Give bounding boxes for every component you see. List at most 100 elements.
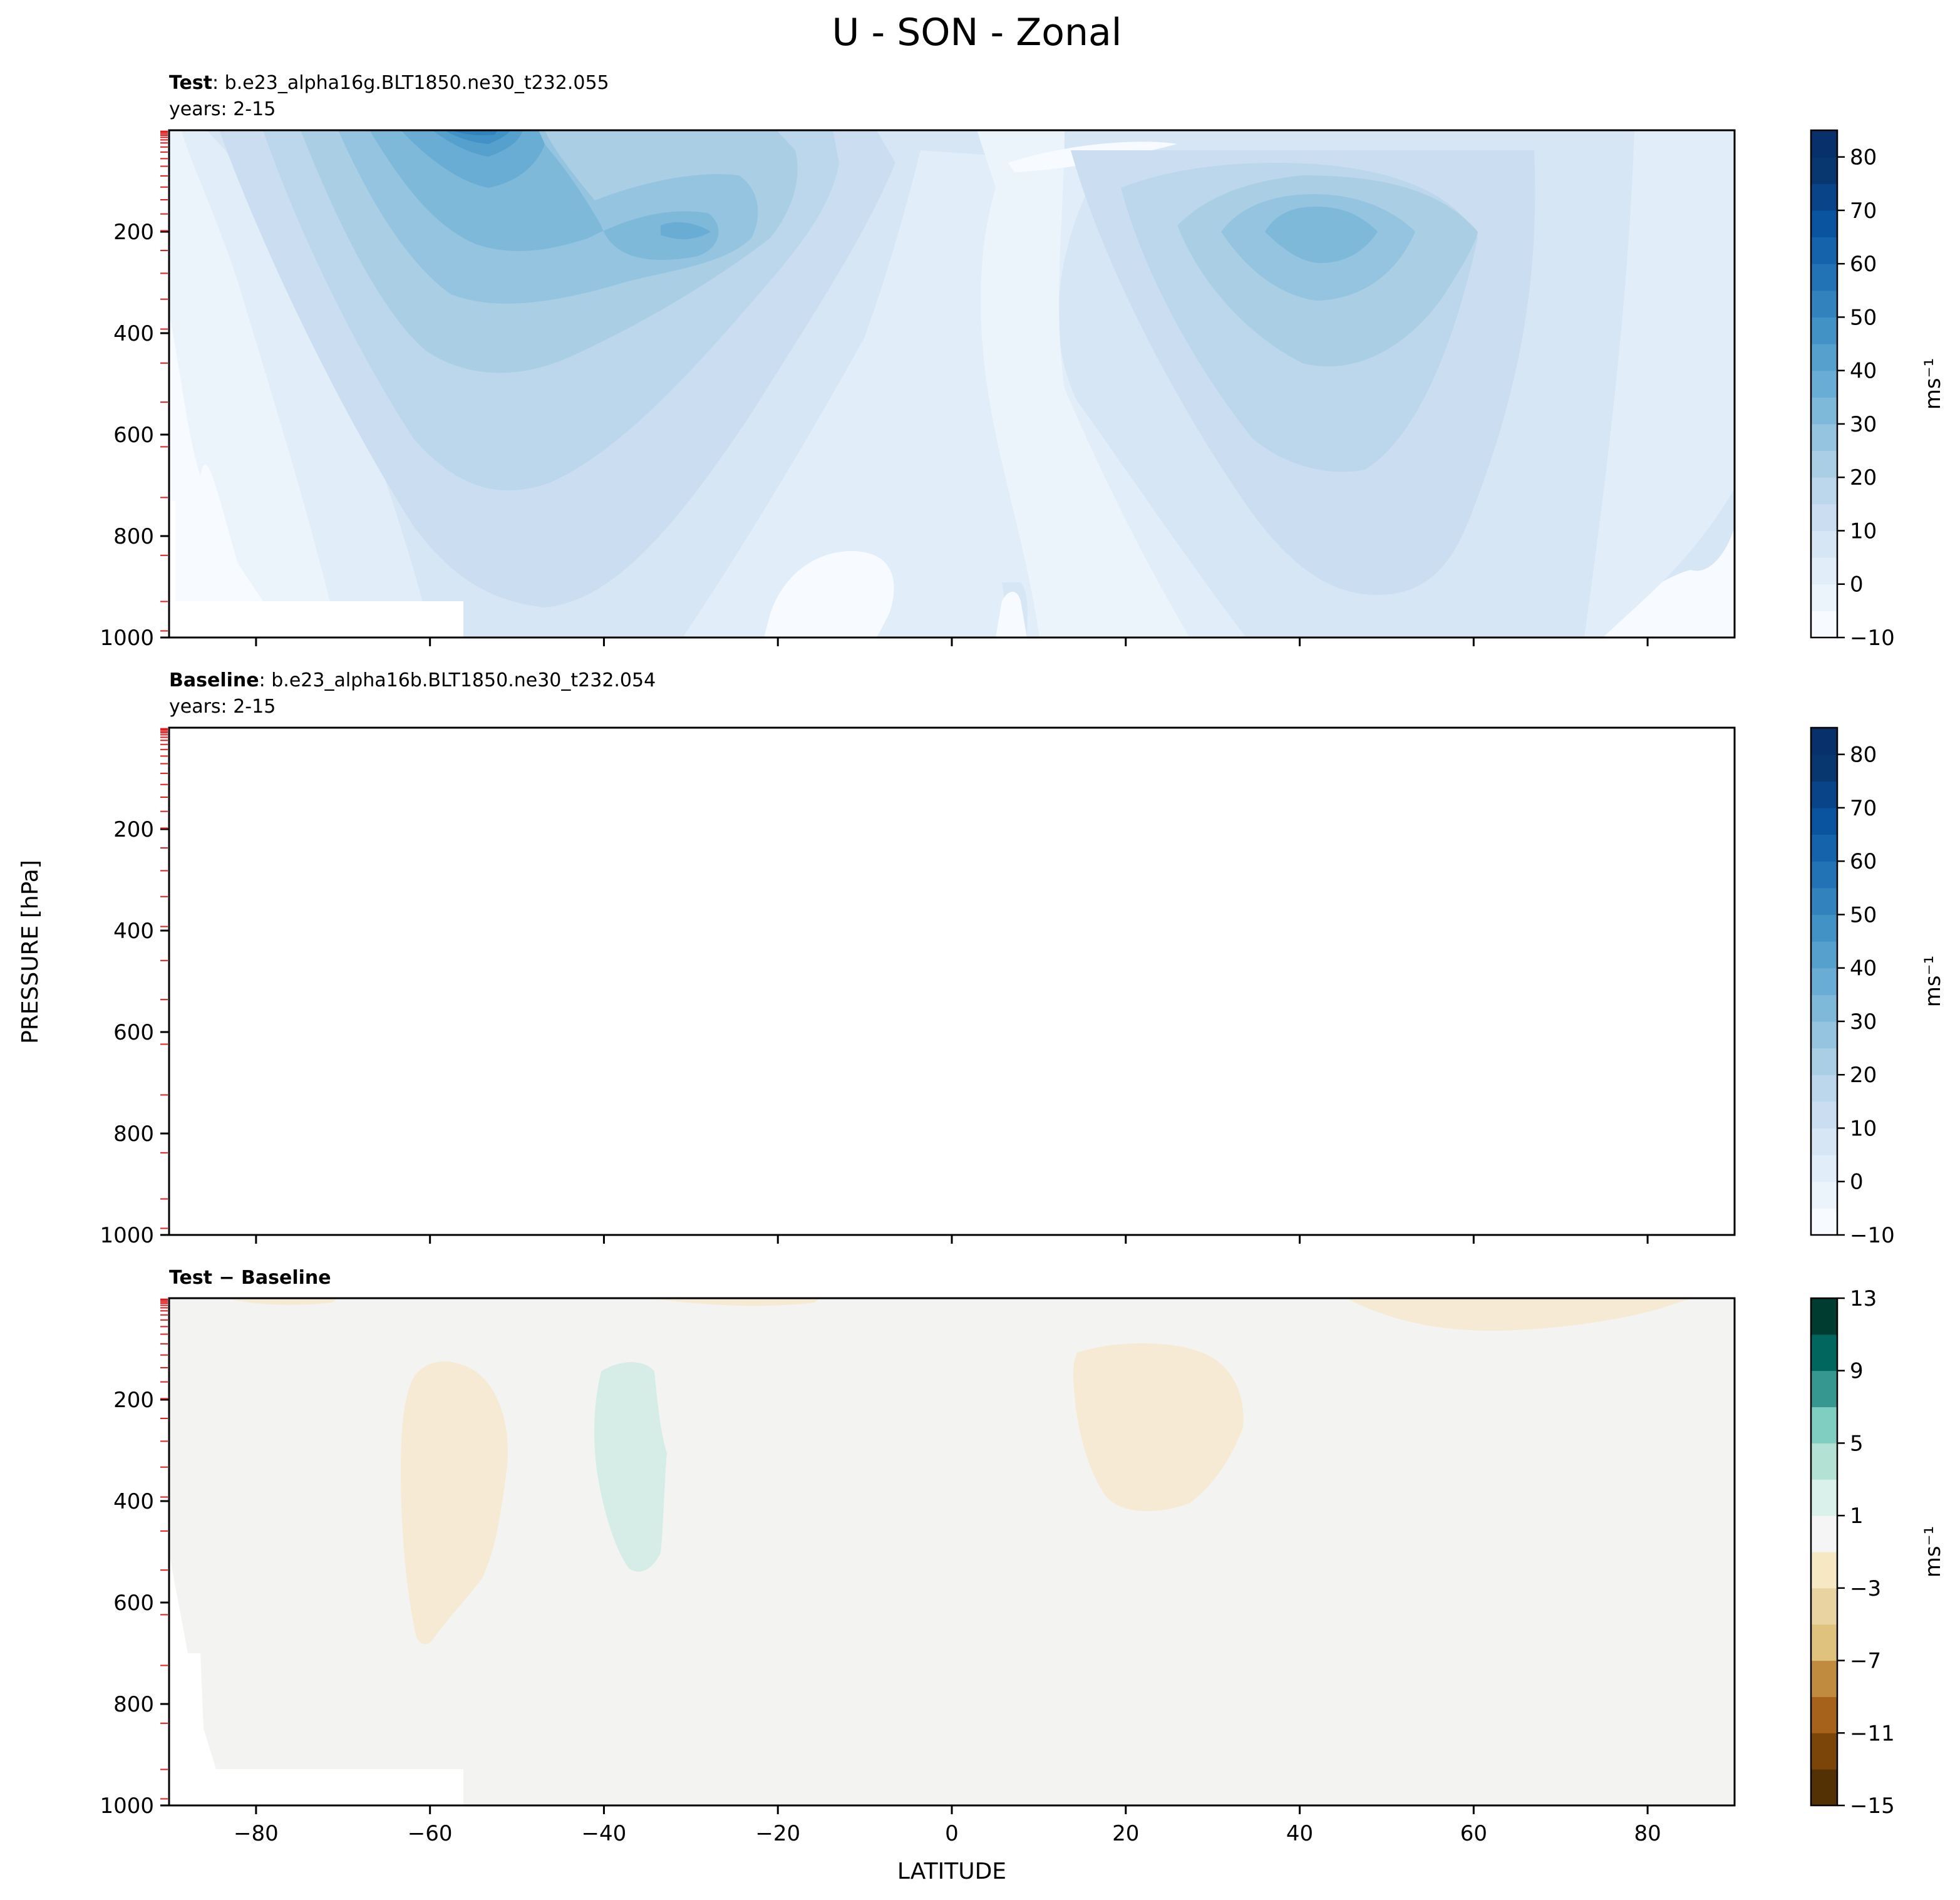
- plot-frame: [168, 726, 1736, 1236]
- contour-band: [169, 728, 432, 1235]
- contour-band: [1165, 773, 1478, 964]
- colorbar-segment: [1811, 1769, 1837, 1806]
- colorbar-tick-label: 80: [1850, 743, 1877, 768]
- contour-band: [1584, 728, 1735, 1235]
- y-tick-label: 800: [113, 524, 154, 549]
- y-tick-label: 800: [113, 1692, 154, 1717]
- contour-band: [338, 728, 758, 901]
- y-tick-label: 400: [113, 1489, 154, 1514]
- colorbar-segment: [1811, 344, 1837, 371]
- contour-band: [451, 130, 498, 136]
- contour-band-negative: [225, 1298, 338, 1305]
- colorbar-segment: [1811, 1021, 1837, 1049]
- colorbar-segment: [1811, 157, 1837, 184]
- colorbar-segment: [1811, 1298, 1837, 1335]
- x-tick-label: 0: [945, 1821, 959, 1846]
- x-axis-label: LATITUDE: [897, 1859, 1006, 1884]
- colorbar-segment: [1811, 1048, 1837, 1075]
- y-ticks: 200 400 600 800 1000: [100, 817, 169, 1248]
- y-tick-label: 800: [113, 1122, 154, 1147]
- x-tick-label: −20: [755, 1821, 800, 1846]
- contour-band: [169, 728, 338, 1235]
- contour-band: [676, 824, 708, 831]
- contour-band: [1102, 1195, 1127, 1217]
- x-tick-label: −80: [234, 1821, 279, 1846]
- colorbar-tick-label: 10: [1850, 519, 1877, 544]
- missing-region: [169, 501, 175, 638]
- x-ticks: [255, 638, 1649, 646]
- colorbar-tick-label: −11: [1850, 1721, 1895, 1746]
- colorbar-segment: [1811, 130, 1837, 158]
- contour-field: [169, 130, 1735, 638]
- colorbar-segment: [1811, 1075, 1837, 1102]
- colorbar-segment: [1811, 611, 1837, 638]
- level-markers: [160, 130, 168, 632]
- colorbar-segment: [1811, 781, 1837, 808]
- level-markers: [160, 1298, 168, 1800]
- colorbar-segment: [1811, 1624, 1837, 1661]
- panel-title-rest: : b.e23_alpha16g.BLT1850.ne30_t232.055: [212, 72, 609, 94]
- colorbar-segment: [1811, 807, 1837, 835]
- colorbar-tick-label: 9: [1850, 1359, 1864, 1384]
- colorbar-segment: [1811, 530, 1837, 558]
- contour-band: [1265, 207, 1378, 263]
- missing-region: [169, 1553, 216, 1805]
- colorbar-segment: [1811, 290, 1837, 318]
- colorbar-tick-label: 20: [1850, 465, 1877, 490]
- y-tick-label: 200: [113, 1388, 154, 1413]
- colorbar-segment: [1811, 914, 1837, 942]
- colorbar-tick-label: −10: [1850, 1223, 1895, 1248]
- x-ticks: −80 −60 −40 −20 0 20 40 60 80: [234, 1805, 1661, 1846]
- contour-band: [401, 728, 545, 785]
- y-tick-label: 200: [113, 220, 154, 245]
- colorbar-segment: [1811, 1370, 1837, 1408]
- colorbar-segment: [1811, 728, 1837, 755]
- colorbar-tick-label: 40: [1850, 359, 1877, 384]
- x-tick-label: 60: [1460, 1821, 1487, 1846]
- colorbar-label: ms⁻¹: [1921, 1526, 1946, 1577]
- colorbar-tick-label: 13: [1850, 1286, 1877, 1311]
- panel-title-test: Test: b.e23_alpha16g.BLT1850.ne30_t232.0…: [169, 72, 609, 94]
- colorbar-segment: [1811, 1407, 1837, 1443]
- colorbar-tick-label: 50: [1850, 305, 1877, 330]
- colorbar-segment: [1811, 1181, 1837, 1209]
- colorbar-segment: [1811, 1552, 1837, 1589]
- y-tick-label: 400: [113, 321, 154, 346]
- missing-region: [169, 1199, 463, 1235]
- colorbar-segment: [1811, 968, 1837, 995]
- x-tick-label: −60: [408, 1821, 453, 1846]
- colorbar-segment: [1811, 1696, 1837, 1733]
- panel-title-bold: Test: [169, 72, 212, 94]
- colorbar-segment: [1811, 1101, 1837, 1128]
- colorbar-tick-label: 60: [1850, 252, 1877, 277]
- contour-band: [369, 728, 718, 857]
- contour-band: [169, 313, 263, 601]
- contour-band-negative: [651, 1298, 820, 1306]
- contour-field: [169, 1298, 1735, 1805]
- colorbar-tick-label: 80: [1850, 145, 1877, 170]
- y-tick-label: 600: [113, 423, 154, 448]
- contour-field: [169, 728, 1735, 1235]
- colorbar-tick-label: 5: [1850, 1431, 1864, 1456]
- figure-title: U - SON - Zonal: [832, 11, 1122, 54]
- colorbar-segment: [1811, 1443, 1837, 1480]
- contour-band: [1058, 748, 1535, 1192]
- y-ticks: 200 400 600 800 1000: [100, 220, 169, 651]
- contour-band-negative: [1073, 1343, 1244, 1512]
- contour-band-negative: [401, 1361, 508, 1644]
- y-tick-label: 200: [113, 817, 154, 842]
- colorbar-segment: [1811, 557, 1837, 585]
- colorbar-segment: [1811, 754, 1837, 782]
- contour-band: [996, 592, 1027, 638]
- missing-region: [169, 601, 463, 638]
- colorbar-segment: [1811, 317, 1837, 344]
- contour-band: [764, 551, 894, 638]
- colorbar-segment: [1811, 450, 1837, 478]
- colorbar-tick-label: 30: [1850, 1009, 1877, 1035]
- colorbar-segment: [1811, 477, 1837, 505]
- contour-band: [977, 130, 1190, 638]
- colorbar-baseline: −10 0 10 20 30 40 50 60 70 80 ms⁻¹: [1810, 726, 1946, 1248]
- y-axis-label: PRESSURE [hPa]: [18, 860, 43, 1044]
- colorbar-segment: [1811, 1155, 1837, 1182]
- colorbar-tick-label: −3: [1850, 1576, 1881, 1601]
